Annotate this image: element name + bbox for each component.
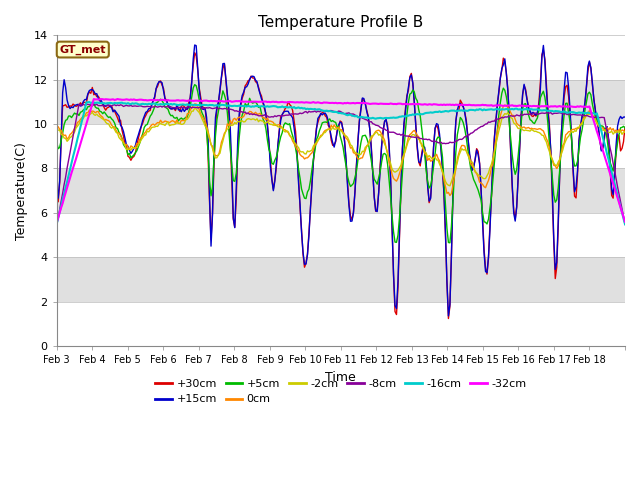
+15cm: [545, 125, 553, 131]
+15cm: [621, 114, 629, 120]
0cm: [446, 192, 454, 198]
Line: -2cm: -2cm: [57, 108, 625, 186]
Legend: +30cm, +15cm, +5cm, 0cm, -2cm, -8cm, -16cm, -32cm: +30cm, +15cm, +5cm, 0cm, -2cm, -8cm, -16…: [151, 374, 531, 409]
-32cm: [72, 156, 80, 162]
+30cm: [460, 104, 467, 110]
-2cm: [53, 126, 61, 132]
+5cm: [191, 82, 198, 87]
0cm: [621, 129, 629, 134]
Bar: [57, 257, 625, 301]
+5cm: [72, 111, 80, 117]
-8cm: [53, 222, 61, 228]
-32cm: [347, 100, 355, 106]
-8cm: [621, 222, 629, 228]
+30cm: [90, 92, 98, 97]
+5cm: [90, 100, 98, 106]
-8cm: [92, 102, 99, 108]
+30cm: [545, 120, 553, 126]
+5cm: [621, 125, 629, 131]
-8cm: [72, 118, 80, 123]
-2cm: [347, 142, 355, 148]
-16cm: [347, 112, 355, 118]
X-axis label: Time: Time: [326, 371, 356, 384]
+5cm: [347, 183, 355, 189]
-16cm: [86, 99, 93, 105]
+30cm: [540, 48, 547, 53]
-8cm: [544, 109, 552, 115]
-32cm: [90, 96, 98, 102]
Line: -32cm: -32cm: [57, 99, 625, 223]
-32cm: [544, 103, 552, 109]
0cm: [347, 145, 355, 151]
+5cm: [620, 123, 627, 129]
+5cm: [446, 240, 454, 246]
-8cm: [618, 206, 626, 212]
Title: Temperature Profile B: Temperature Profile B: [258, 15, 424, 30]
Line: -16cm: -16cm: [57, 102, 625, 224]
-8cm: [460, 135, 467, 141]
Line: +30cm: +30cm: [57, 50, 625, 319]
0cm: [545, 144, 553, 150]
-2cm: [90, 112, 98, 118]
-2cm: [621, 130, 629, 135]
Line: 0cm: 0cm: [57, 104, 625, 195]
-32cm: [621, 219, 629, 225]
-32cm: [618, 210, 626, 216]
Line: +15cm: +15cm: [57, 45, 625, 316]
+5cm: [545, 140, 553, 146]
+5cm: [461, 126, 468, 132]
+30cm: [53, 182, 61, 188]
-32cm: [460, 102, 467, 108]
+30cm: [620, 139, 627, 144]
+15cm: [461, 110, 468, 116]
-2cm: [545, 148, 553, 154]
-2cm: [72, 125, 80, 131]
+15cm: [445, 313, 452, 319]
+30cm: [621, 124, 629, 130]
-2cm: [461, 147, 468, 153]
Text: GT_met: GT_met: [60, 45, 106, 55]
-16cm: [53, 221, 61, 227]
0cm: [461, 143, 468, 149]
0cm: [53, 122, 61, 128]
-16cm: [92, 100, 99, 106]
-16cm: [460, 108, 467, 114]
+5cm: [53, 139, 61, 145]
-16cm: [544, 108, 552, 114]
+15cm: [347, 218, 355, 224]
+30cm: [72, 104, 80, 109]
-2cm: [446, 183, 454, 189]
+15cm: [620, 114, 627, 120]
-2cm: [620, 129, 627, 135]
Bar: [57, 168, 625, 213]
-16cm: [72, 143, 80, 148]
Line: +5cm: +5cm: [57, 84, 625, 243]
-32cm: [53, 220, 61, 226]
-16cm: [621, 221, 629, 227]
+30cm: [445, 316, 452, 322]
-32cm: [114, 96, 122, 102]
Y-axis label: Temperature(C): Temperature(C): [15, 142, 28, 240]
-8cm: [347, 111, 355, 117]
Bar: [57, 80, 625, 124]
+15cm: [90, 88, 98, 94]
0cm: [191, 101, 198, 107]
0cm: [90, 108, 98, 114]
-8cm: [75, 101, 83, 107]
+15cm: [53, 180, 61, 185]
-2cm: [191, 105, 198, 111]
0cm: [620, 128, 627, 133]
-16cm: [618, 209, 626, 215]
Line: -8cm: -8cm: [57, 104, 625, 225]
+30cm: [345, 201, 353, 207]
+15cm: [191, 42, 198, 48]
+15cm: [72, 102, 80, 108]
0cm: [72, 123, 80, 129]
